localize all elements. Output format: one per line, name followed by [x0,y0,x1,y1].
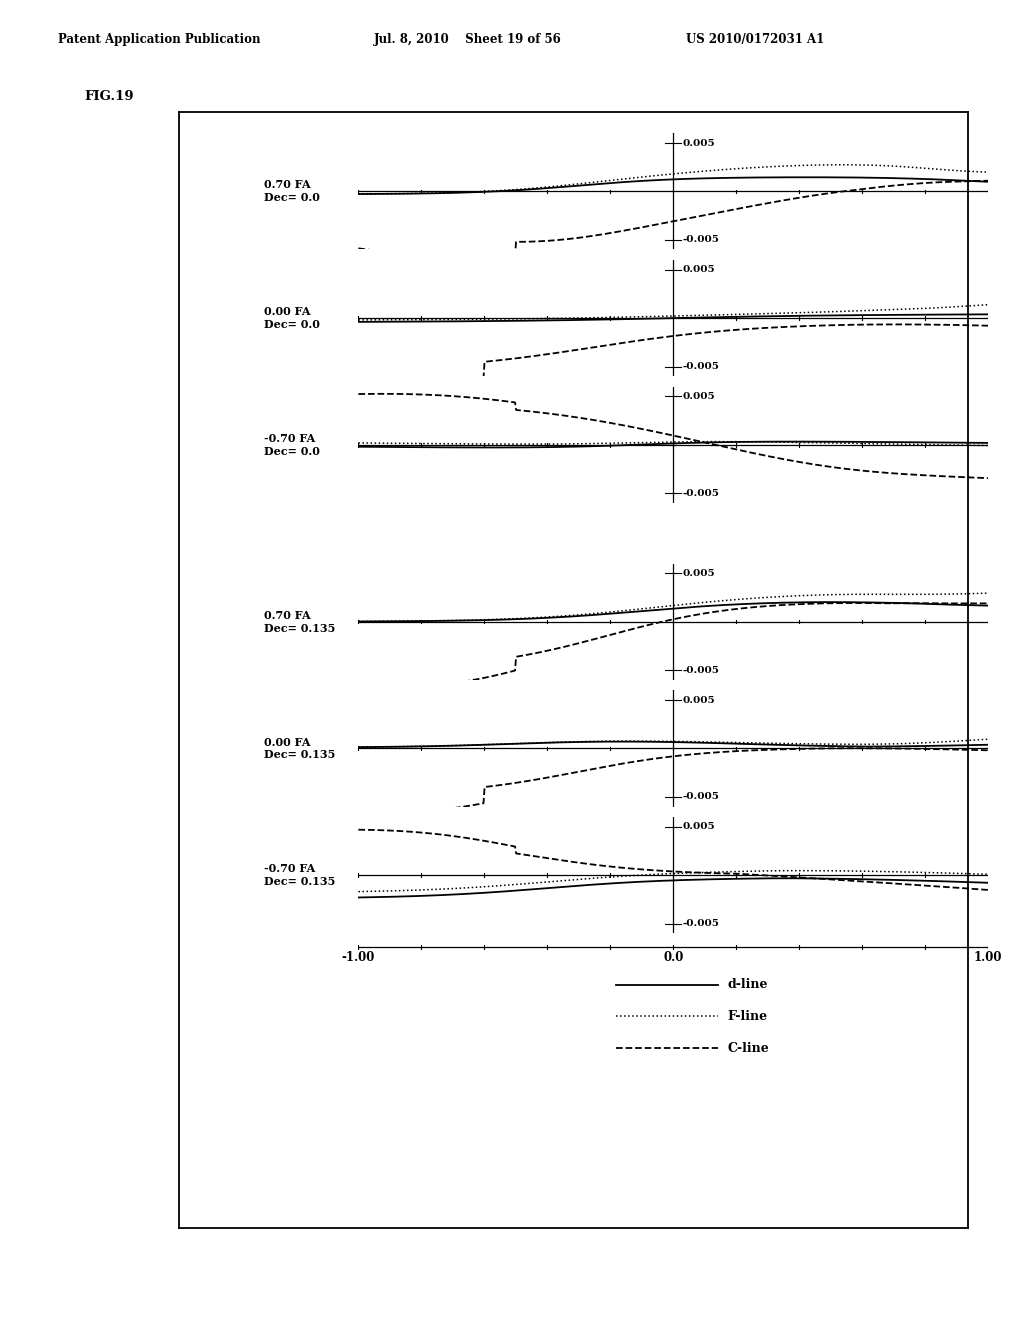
Text: F-line: F-line [727,1010,767,1023]
Text: FIG.19: FIG.19 [84,90,133,103]
Text: Patent Application Publication: Patent Application Publication [58,33,261,46]
Text: 0.005: 0.005 [683,696,716,705]
Text: -0.70 FA
Dec= 0.0: -0.70 FA Dec= 0.0 [264,433,319,457]
Text: -0.70 FA
Dec= 0.135: -0.70 FA Dec= 0.135 [264,863,335,887]
Text: US 2010/0172031 A1: US 2010/0172031 A1 [686,33,824,46]
Text: 0.70 FA
Dec= 0.135: 0.70 FA Dec= 0.135 [264,610,335,634]
Text: -0.005: -0.005 [683,488,720,498]
Text: 0.005: 0.005 [683,139,716,148]
Text: Jul. 8, 2010    Sheet 19 of 56: Jul. 8, 2010 Sheet 19 of 56 [374,33,561,46]
Text: 0.005: 0.005 [683,265,716,275]
Text: 0.00 FA
Dec= 0.0: 0.00 FA Dec= 0.0 [264,306,319,330]
Text: 0.005: 0.005 [683,822,716,832]
Text: -0.005: -0.005 [683,792,720,801]
Text: 1.00: 1.00 [974,952,1002,965]
Text: 0.00 FA
Dec= 0.135: 0.00 FA Dec= 0.135 [264,737,335,760]
Text: -0.005: -0.005 [683,362,720,371]
Text: 0.0: 0.0 [664,952,683,965]
Text: -1.00: -1.00 [342,952,375,965]
Text: -0.005: -0.005 [683,235,720,244]
Text: -0.005: -0.005 [683,919,720,928]
Text: d-line: d-line [727,978,768,991]
Text: 0.005: 0.005 [683,392,716,401]
Text: -0.005: -0.005 [683,665,720,675]
Text: C-line: C-line [727,1041,769,1055]
Text: 0.005: 0.005 [683,569,716,578]
Text: 0.70 FA
Dec= 0.0: 0.70 FA Dec= 0.0 [264,180,319,203]
